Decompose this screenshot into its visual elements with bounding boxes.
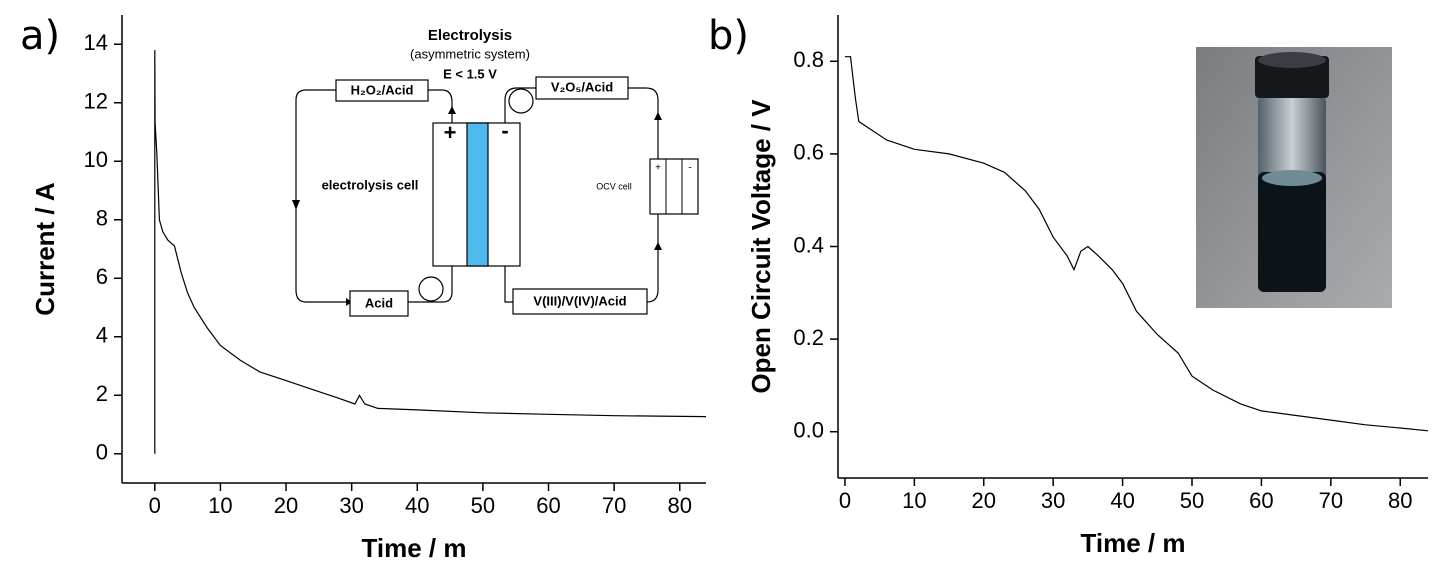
vial-liquid <box>1258 172 1326 292</box>
box <box>512 288 648 315</box>
x-tick-label: 20 <box>972 488 996 513</box>
inset-condition: E < 1.5 V <box>443 66 497 81</box>
ocv-cell <box>649 158 699 215</box>
x-tick-label: 40 <box>405 493 429 518</box>
x-tick-label: 0 <box>839 488 851 513</box>
x-tick-label: 50 <box>471 493 495 518</box>
y-tick-label: 12 <box>84 89 108 114</box>
inset-label: Acid <box>365 295 393 310</box>
inset-label: H₂O₂/Acid <box>351 82 414 97</box>
x-tick-label: 30 <box>339 493 363 518</box>
x-tick-label: 30 <box>1041 488 1065 513</box>
y-tick-label: 0.0 <box>793 418 824 443</box>
inset-label: V₂O₅/Acid <box>551 79 613 94</box>
y-tick-label: 0.4 <box>793 232 824 257</box>
pump <box>418 276 444 302</box>
y-tick-label: 14 <box>84 30 108 55</box>
inset-label: OCV cell <box>596 181 632 191</box>
wire <box>646 214 659 303</box>
data-line <box>844 56 1429 432</box>
box <box>535 76 629 100</box>
arrow <box>346 298 352 306</box>
x-tick-label: 20 <box>274 493 298 518</box>
inset-subtitle: (asymmetric system) <box>410 46 530 61</box>
x-tick-label: 70 <box>602 493 626 518</box>
plus: + <box>655 163 661 174</box>
y-tick-label: 8 <box>96 206 108 231</box>
wire <box>295 89 350 303</box>
inset-label: electrolysis cell <box>322 177 419 192</box>
meniscus <box>1262 170 1322 186</box>
inset-label: V(III)/V(IV)/Acid <box>533 293 626 308</box>
y-tick-label: 2 <box>96 381 108 406</box>
x-tick-label: 80 <box>668 493 692 518</box>
inset-title: Electrolysis <box>428 27 512 44</box>
y-axis-label: Open Circuit Voltage / V <box>746 99 776 394</box>
box <box>335 79 429 102</box>
y-tick-label: 0.6 <box>793 140 824 165</box>
y-tick-label: 10 <box>84 147 108 172</box>
x-tick-label: 70 <box>1319 488 1343 513</box>
plus: + <box>444 120 457 145</box>
y-tick-label: 0 <box>96 440 108 465</box>
box <box>349 290 409 317</box>
y-tick-label: 4 <box>96 323 108 348</box>
x-tick-label: 60 <box>1249 488 1273 513</box>
wire <box>408 266 453 303</box>
arrow <box>292 200 300 210</box>
y-axis-label: Current / A <box>30 182 60 316</box>
data-line <box>154 50 707 454</box>
panel-label: b) <box>708 13 749 59</box>
y-tick-label: 6 <box>96 264 108 289</box>
arrow <box>654 242 662 250</box>
x-tick-label: 10 <box>208 493 232 518</box>
x-tick-label: 60 <box>536 493 560 518</box>
x-tick-label: 0 <box>149 493 161 518</box>
wire <box>504 87 536 123</box>
minus: - <box>501 118 508 143</box>
minus: - <box>688 163 691 174</box>
x-axis-label: Time / m <box>1080 528 1185 558</box>
x-axis-label: Time / m <box>361 533 466 563</box>
cap-top <box>1258 52 1326 68</box>
wire <box>504 266 513 303</box>
y-tick-label: 0.2 <box>793 325 824 350</box>
x-tick-label: 80 <box>1388 488 1412 513</box>
y-tick-label: 0.8 <box>793 47 824 72</box>
x-tick-label: 10 <box>902 488 926 513</box>
arrow <box>654 112 662 120</box>
x-tick-label: 50 <box>1180 488 1204 513</box>
panel-label: a) <box>20 13 60 59</box>
membrane <box>466 122 489 267</box>
inset-diagram: Electrolysis (asymmetric system) E < 1.5… <box>292 27 699 317</box>
photo <box>1196 47 1392 308</box>
arrow <box>448 106 456 114</box>
pump <box>508 88 534 114</box>
x-tick-label: 40 <box>1110 488 1134 513</box>
wire <box>428 89 453 123</box>
wire <box>628 87 659 159</box>
